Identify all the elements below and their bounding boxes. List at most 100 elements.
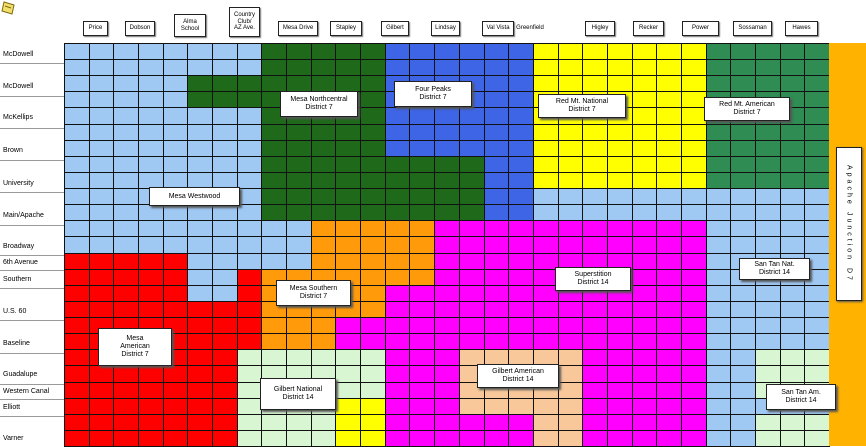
- grid-cell: [730, 75, 756, 93]
- grid-cell: [434, 155, 460, 173]
- grid-cell: [286, 43, 312, 61]
- row-divider: [0, 63, 64, 64]
- grid-cell: [88, 397, 115, 415]
- grid-cell: [335, 123, 362, 141]
- grid-cell: [64, 236, 90, 254]
- grid-cell: [508, 155, 534, 173]
- grid-cell: [557, 75, 584, 93]
- grid-cell: [557, 365, 584, 383]
- grid-cell: [680, 91, 707, 109]
- grid-cell: [606, 429, 633, 447]
- grid-cell: [730, 43, 756, 61]
- row-divider: [0, 192, 64, 193]
- grid-cell: [557, 300, 584, 319]
- row-divider: [0, 270, 64, 271]
- grid-cell: [212, 91, 238, 109]
- grid-cell: [730, 365, 756, 383]
- grid-cell: [187, 349, 214, 367]
- grid-cell: [656, 43, 682, 61]
- grid-cell: [557, 123, 584, 141]
- grid-cell: [212, 204, 238, 222]
- grid-cell: [113, 75, 140, 93]
- grid-cell: [779, 365, 806, 383]
- grid-cell: [730, 171, 756, 190]
- district-number: District 7: [419, 94, 447, 101]
- grid-cell: [680, 333, 707, 351]
- grid-cell: [138, 236, 164, 254]
- grid-cell: [656, 268, 682, 286]
- grid-cell: [384, 43, 411, 61]
- grid-cell: [409, 139, 436, 157]
- grid-cell: [606, 397, 633, 415]
- grid-cell: [458, 155, 485, 173]
- grid-cell: [360, 268, 386, 286]
- grid-cell: [582, 333, 608, 351]
- grid-cell: [434, 284, 460, 302]
- grid-cell: [113, 268, 140, 286]
- grid-cell: [557, 413, 584, 431]
- grid-cell: [64, 317, 90, 335]
- grid-cell: [138, 365, 164, 383]
- grid-cell: [705, 220, 732, 238]
- district-label-mesa-american: Mesa American District 7: [98, 328, 172, 366]
- grid-cell: [113, 204, 140, 222]
- district-number: District 14: [758, 269, 791, 276]
- grid-cell: [236, 381, 263, 399]
- grid-cell: [434, 413, 460, 431]
- grid-cell: [680, 429, 707, 447]
- grid-cell: [434, 220, 460, 238]
- grid-cell: [212, 123, 238, 141]
- grid-cell: [360, 413, 386, 431]
- grid-cell: [409, 59, 436, 77]
- grid-cell: [187, 268, 214, 286]
- grid-cell: [680, 43, 707, 61]
- grid-cell: [384, 365, 411, 383]
- grid-cell: [310, 236, 337, 254]
- grid-cell: [88, 107, 115, 125]
- row-label-brown: Brown: [3, 147, 23, 154]
- grid-cell: [804, 188, 830, 206]
- grid-cell: [656, 123, 682, 141]
- grid-cell: [162, 91, 189, 109]
- grid-cell: [680, 413, 707, 431]
- grid-cell: [508, 284, 534, 302]
- grid-cell: [705, 139, 732, 157]
- grid-cell: [779, 188, 806, 206]
- grid-cell: [409, 268, 436, 286]
- grid-cell: [384, 220, 411, 238]
- grid-cell: [458, 397, 485, 415]
- grid-cell: [113, 188, 140, 206]
- grid-cell: [384, 349, 411, 367]
- grid-cell: [730, 349, 756, 367]
- grid-cell: [138, 397, 164, 415]
- grid-cell: [532, 333, 559, 351]
- grid-cell: [360, 188, 386, 206]
- grid-cell: [409, 284, 436, 302]
- grid-cell: [88, 155, 115, 173]
- grid-cell: [236, 188, 263, 206]
- column-header-hawes: Hawes: [785, 21, 818, 36]
- grid-cell: [804, 123, 830, 141]
- grid-cell: [384, 171, 411, 190]
- grid-cell: [384, 107, 411, 125]
- grid-cell: [64, 43, 90, 61]
- grid-cell: [557, 317, 584, 335]
- row-divider: [0, 225, 64, 226]
- grid-cell: [384, 317, 411, 335]
- grid-cell: [779, 429, 806, 447]
- grid-cell: [557, 236, 584, 254]
- grid-cell: [384, 123, 411, 141]
- grid-cell: [138, 43, 164, 61]
- grid-cell: [557, 381, 584, 399]
- grid-cell: [212, 252, 238, 270]
- grid-cell: [64, 171, 90, 190]
- district-label-mesa-westwood: Mesa Westwood: [149, 187, 240, 206]
- grid-cell: [384, 397, 411, 415]
- grid-cell: [286, 188, 312, 206]
- column-header-alma-school: Alma School: [174, 14, 206, 37]
- apache-junction-line2: Junction: [845, 212, 853, 263]
- grid-cell: [335, 252, 362, 270]
- grid-cell: [384, 139, 411, 157]
- grid-cell: [532, 300, 559, 319]
- grid-cell: [532, 43, 559, 61]
